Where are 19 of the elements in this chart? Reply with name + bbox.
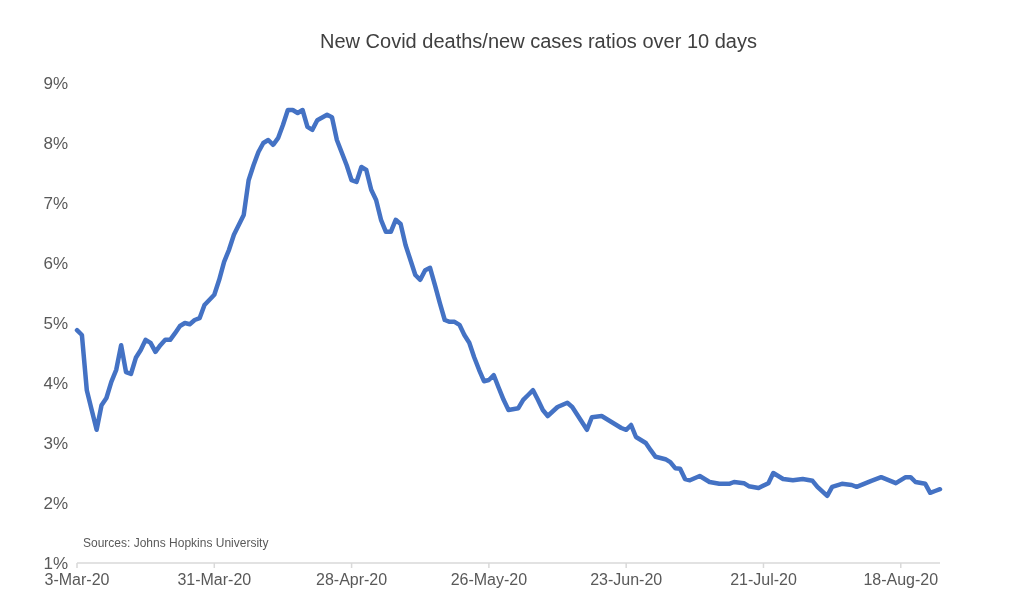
y-tick-label: 3% xyxy=(43,434,68,453)
x-tick-label: 23-Jun-20 xyxy=(590,571,663,588)
y-tick-label: 5% xyxy=(43,314,68,333)
chart-title: New Covid deaths/new cases ratios over 10 days xyxy=(320,30,757,52)
x-tick-label: 26-May-20 xyxy=(450,571,528,588)
y-tick-label: 9% xyxy=(43,74,68,93)
y-tick-label: 1% xyxy=(43,554,68,573)
y-tick-label: 4% xyxy=(43,374,68,393)
y-tick-label: 2% xyxy=(43,494,68,513)
x-tick-label: 31-Mar-20 xyxy=(177,571,252,588)
x-tick-label: 3-Mar-20 xyxy=(44,571,110,588)
y-tick-label: 7% xyxy=(43,194,68,213)
annotation: Sources: Johns Hopkins University xyxy=(83,536,269,550)
y-tick-label: 6% xyxy=(43,254,68,273)
x-tick-label: 21-Jul-20 xyxy=(730,571,797,588)
y-tick-label: 8% xyxy=(43,134,68,153)
x-tick-label: 18-Aug-20 xyxy=(863,571,939,588)
x-tick-label: 28-Apr-20 xyxy=(316,571,388,588)
line-series xyxy=(74,107,943,499)
